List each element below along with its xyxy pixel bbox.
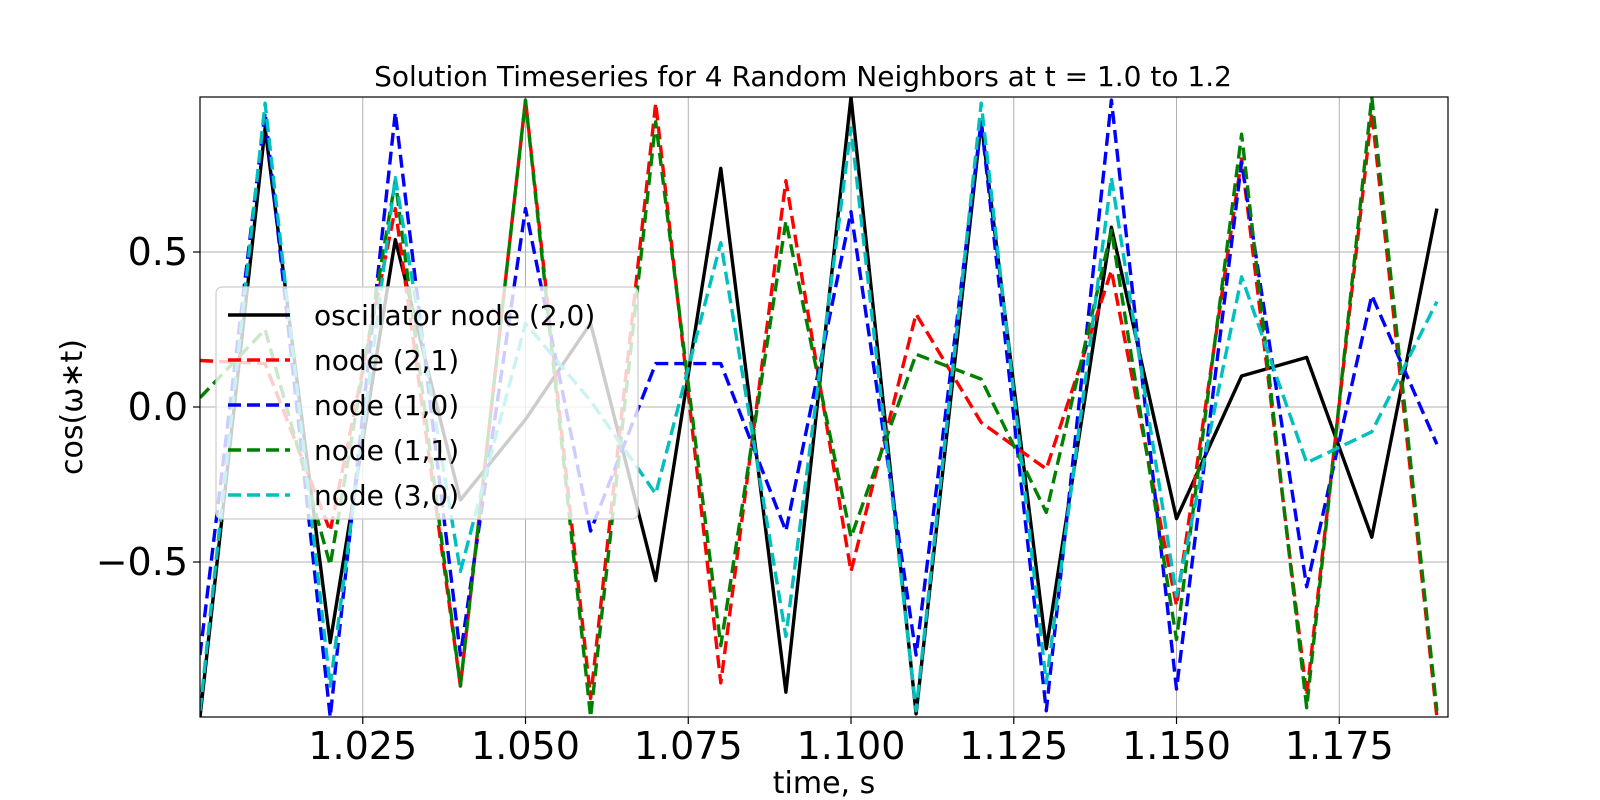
y-axis-label: cos(ω∗t): [55, 339, 90, 475]
x-axis-label: time, s: [773, 766, 875, 800]
x-tick-label: 1.125: [959, 724, 1068, 768]
x-tick-label: 1.025: [308, 724, 417, 768]
legend-box: [215, 286, 639, 520]
x-tick-label: 1.100: [797, 724, 906, 768]
x-ticks: 1.025 1.050 1.075 1.100 1.125 1.150 1.175: [308, 717, 1394, 768]
legend-label: node (1,1): [314, 434, 459, 467]
legend-label: node (3,0): [314, 479, 459, 512]
y-tick-label: 0.5: [128, 230, 188, 274]
x-tick-label: 1.075: [634, 724, 743, 768]
x-tick-label: 1.150: [1122, 724, 1231, 768]
x-tick-label: 1.175: [1285, 724, 1394, 768]
legend: oscillator node (2,0) node (2,1) node (1,0…: [215, 286, 639, 520]
x-tick-label: 1.050: [471, 724, 580, 768]
y-ticks: −0.5 0.0 0.5: [96, 230, 200, 584]
legend-label: oscillator node (2,0): [314, 299, 595, 332]
y-tick-label: 0.0: [128, 385, 188, 429]
legend-label: node (2,1): [314, 344, 459, 377]
legend-label: node (1,0): [314, 389, 459, 422]
y-tick-label: −0.5: [96, 540, 188, 584]
series-line-4: [200, 101, 1439, 713]
chart-title: Solution Timeseries for 4 Random Neighbo…: [374, 60, 1232, 93]
